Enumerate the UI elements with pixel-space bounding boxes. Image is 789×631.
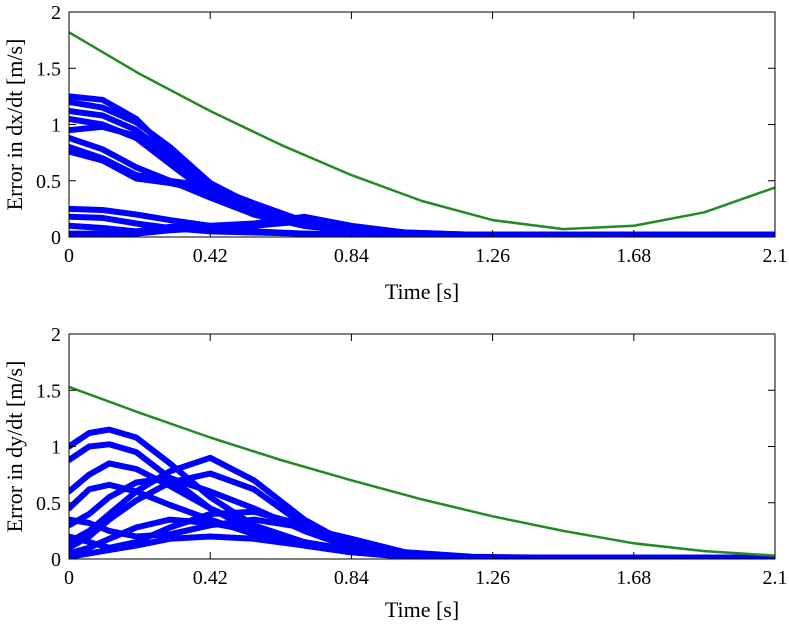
x-tick-label: 2.1	[763, 245, 788, 267]
y-tick-label: 0.5	[36, 171, 61, 193]
plot-frame-dx-dt	[68, 11, 776, 238]
bound-line	[69, 31, 775, 231]
x-tick-label: 0.84	[334, 245, 369, 267]
y-tick-label: 0	[51, 549, 61, 571]
error-line	[69, 533, 775, 559]
series-layer-dy-dt	[69, 385, 775, 559]
x-tick-label: 1.68	[616, 245, 651, 267]
x-tick-label: 2.1	[763, 567, 788, 589]
y-tick-label: 1	[51, 437, 61, 459]
y-axis-label: Error in dx/dt [m/s]	[2, 39, 27, 211]
x-tick-label: 0	[64, 245, 74, 267]
x-tick-label: 0.84	[334, 567, 369, 589]
error-line	[69, 218, 775, 237]
error-line	[69, 115, 775, 237]
tick-layer-dx-dt: 0 0.42 0.84 1.26 1.68 2.1 0 0.5 1 1.5 2	[36, 2, 788, 267]
x-axis-label: Time [s]	[385, 279, 459, 304]
x-tick-label: 0	[64, 567, 74, 589]
error-line	[69, 108, 775, 237]
x-tick-label: 1.26	[475, 245, 510, 267]
y-tick-label: 1.5	[36, 380, 61, 402]
series-layer-dx-dt	[69, 31, 775, 237]
x-axis-label: Time [s]	[385, 597, 459, 622]
x-tick-label: 1.26	[475, 567, 510, 589]
x-tick-label: 0.42	[193, 245, 228, 267]
y-tick-label: 2	[51, 2, 61, 24]
plot-dx-dt: 0 0.42 0.84 1.26 1.68 2.1 0 0.5 1 1.5 2 Time [s] E…	[2, 2, 788, 304]
tick-layer-dy-dt: 0 0.42 0.84 1.26 1.68 2.1 0 0.5 1 1.5 2	[36, 324, 788, 589]
bound-line	[69, 385, 775, 557]
y-tick-label: 0	[51, 227, 61, 249]
y-tick-label: 1.5	[36, 58, 61, 80]
y-tick-label: 2	[51, 324, 61, 346]
y-tick-label: 0.5	[36, 493, 61, 515]
y-tick-label: 1	[51, 115, 61, 137]
y-axis-label: Error in dy/dt [m/s]	[2, 361, 27, 533]
x-tick-label: 0.42	[193, 567, 228, 589]
x-tick-label: 1.68	[616, 567, 651, 589]
plot-dy-dt: 0 0.42 0.84 1.26 1.68 2.1 0 0.5 1 1.5 2 Time [s] E…	[2, 324, 788, 622]
